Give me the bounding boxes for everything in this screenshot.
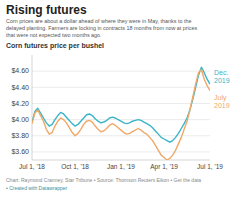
- grid-line: [32, 151, 210, 152]
- x-tick-label: Jan 1, '19: [107, 163, 135, 170]
- subtitle-line: that were not expected two months ago.: [6, 32, 102, 38]
- series-label: July2019: [214, 94, 230, 109]
- x-axis-line: [32, 160, 210, 161]
- plot-area: [32, 67, 210, 160]
- series-label-line: 2019: [214, 77, 230, 84]
- title: Rising futures: [6, 3, 87, 17]
- grid-line: [32, 135, 210, 136]
- y-tick-label: $4.60: [11, 67, 29, 74]
- y-tick-label: $4.40: [11, 84, 29, 91]
- y-tick-label: $4.00: [11, 116, 29, 123]
- y-axis-label: Corn futures price per bushel: [6, 42, 104, 50]
- chart: Rising futuresCorn prices are about a do…: [0, 0, 252, 199]
- x-tick-label: Jul 1, '19: [197, 163, 223, 170]
- grid-line: [32, 103, 210, 104]
- subtitle-line: delayed planting. Farmers are locking in…: [6, 25, 197, 31]
- y-tick-label: $3.80: [11, 132, 29, 139]
- series-label: Dec.2019: [214, 69, 230, 84]
- y-axis-line: [32, 55, 33, 160]
- grid-line: [32, 87, 210, 88]
- series-line: [32, 70, 210, 160]
- x-tick-label: Jul 1, '18: [19, 163, 45, 170]
- footer-note: • Created with Datawrapper: [6, 185, 68, 191]
- series-label-line: 2019: [214, 102, 230, 109]
- series-label-line: July: [214, 94, 227, 102]
- series-label-line: Dec.: [214, 69, 228, 76]
- x-tick-label: Apr 1, '19: [150, 163, 178, 171]
- y-tick-label: $4.20: [11, 100, 29, 107]
- y-tick-label: $3.60: [11, 148, 29, 155]
- grid-line: [32, 71, 210, 72]
- subtitle-line: Corn prices are about a dollar ahead of …: [6, 18, 191, 24]
- subtitle: Corn prices are about a dollar ahead of …: [6, 18, 197, 38]
- footer-note: Chart: Raymond Cranney, Star Tribune • S…: [6, 177, 201, 183]
- x-tick-label: Oct 1, '18: [61, 163, 89, 170]
- grid: [32, 71, 210, 152]
